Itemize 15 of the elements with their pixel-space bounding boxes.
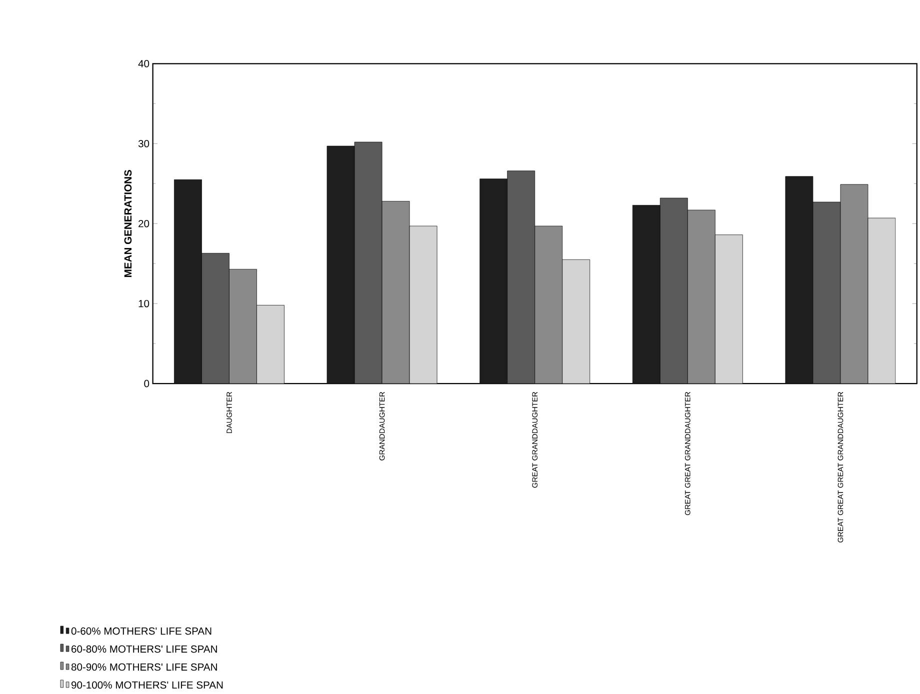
y-tick-label: 10 — [138, 300, 150, 308]
y-tick-label: 30 — [138, 140, 150, 148]
bar — [326, 146, 355, 384]
bar — [174, 180, 202, 384]
legend-label: 0-60% MOTHERS' LIFE SPAN — [71, 628, 212, 635]
y-tick-label: 20 — [138, 220, 150, 228]
y-axis-title: MEAN GENERATIONS — [124, 170, 132, 278]
legend-label: 60-80% MOTHERS' LIFE SPAN — [72, 646, 217, 653]
bar — [785, 176, 814, 384]
y-tick-label: 40 — [138, 60, 150, 68]
legend-label: 80-90% MOTHERS' LIFE SPAN — [71, 664, 217, 671]
bar — [632, 205, 660, 384]
legend-label: 90-100% MOTHERS' LIFE SPAN — [71, 682, 223, 689]
bar — [480, 178, 508, 384]
y-tick-label: 0 — [144, 380, 150, 388]
